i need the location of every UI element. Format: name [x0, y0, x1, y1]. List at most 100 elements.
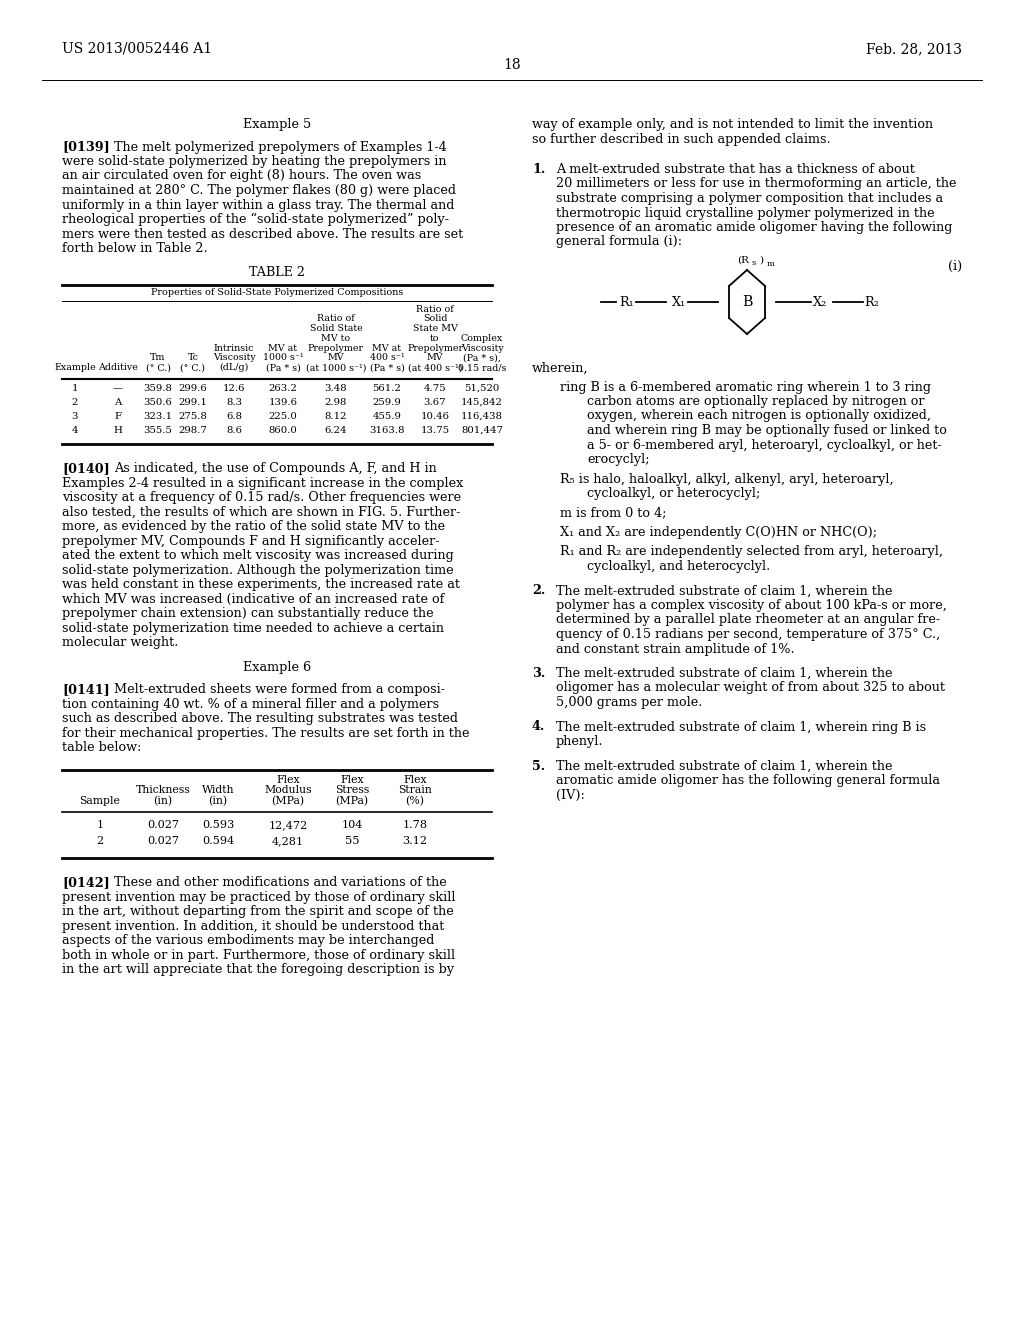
Text: 139.6: 139.6: [268, 399, 298, 407]
Text: Additive: Additive: [98, 363, 138, 372]
Text: aromatic amide oligomer has the following general formula: aromatic amide oligomer has the followin…: [556, 774, 940, 787]
Text: 6.8: 6.8: [226, 412, 242, 421]
Text: mers were then tested as described above. The results are set: mers were then tested as described above…: [62, 227, 463, 240]
Text: Thickness: Thickness: [135, 785, 190, 795]
Text: Width: Width: [202, 785, 234, 795]
Text: MV to: MV to: [322, 334, 350, 343]
Text: 298.7: 298.7: [178, 426, 208, 436]
Text: A melt-extruded substrate that has a thickness of about: A melt-extruded substrate that has a thi…: [556, 162, 914, 176]
Text: viscosity at a frequency of 0.15 rad/s. Other frequencies were: viscosity at a frequency of 0.15 rad/s. …: [62, 491, 461, 504]
Text: maintained at 280° C. The polymer flakes (80 g) were placed: maintained at 280° C. The polymer flakes…: [62, 183, 456, 197]
Text: (Pa * s): (Pa * s): [370, 363, 404, 372]
Text: uniformly in a thin layer within a glass tray. The thermal and: uniformly in a thin layer within a glass…: [62, 198, 455, 211]
Text: 455.9: 455.9: [373, 412, 401, 421]
Text: 1: 1: [72, 384, 78, 393]
Text: 0.593: 0.593: [202, 820, 234, 830]
Text: for their mechanical properties. The results are set forth in the: for their mechanical properties. The res…: [62, 726, 469, 739]
Text: MV at: MV at: [373, 343, 401, 352]
Text: (i): (i): [948, 260, 962, 273]
Text: such as described above. The resulting substrates was tested: such as described above. The resulting s…: [62, 711, 458, 725]
Text: Examples 2-4 resulted in a significant increase in the complex: Examples 2-4 resulted in a significant i…: [62, 477, 464, 490]
Text: polymer has a complex viscosity of about 100 kPa-s or more,: polymer has a complex viscosity of about…: [556, 599, 947, 612]
Text: and constant strain amplitude of 1%.: and constant strain amplitude of 1%.: [556, 643, 795, 656]
Text: in the art, without departing from the spirit and scope of the: in the art, without departing from the s…: [62, 906, 454, 919]
Text: 18: 18: [503, 58, 521, 73]
Text: 13.75: 13.75: [421, 426, 450, 436]
Text: 355.5: 355.5: [143, 426, 172, 436]
Text: Stress: Stress: [335, 785, 369, 795]
Text: Modulus: Modulus: [264, 785, 312, 795]
Text: 801,447: 801,447: [461, 426, 503, 436]
Text: The melt-extruded substrate of claim 1, wherein the: The melt-extruded substrate of claim 1, …: [556, 585, 893, 598]
Text: wherein,: wherein,: [532, 362, 589, 375]
Text: 3.67: 3.67: [424, 399, 446, 407]
Text: (° C.): (° C.): [180, 363, 206, 372]
Text: The melt-extruded substrate of claim 1, wherein ring B is: The melt-extruded substrate of claim 1, …: [556, 721, 926, 734]
Text: X₁: X₁: [672, 296, 686, 309]
Text: 3.: 3.: [532, 667, 545, 680]
Text: to: to: [430, 334, 439, 343]
Text: a 5- or 6-membered aryl, heteroaryl, cycloalkyl, or het-: a 5- or 6-membered aryl, heteroaryl, cyc…: [587, 438, 942, 451]
Text: Strain: Strain: [398, 785, 432, 795]
Text: (in): (in): [209, 796, 227, 807]
Text: (Pa * s),: (Pa * s),: [463, 354, 501, 363]
Text: [0141]: [0141]: [62, 684, 110, 696]
Text: 8.3: 8.3: [226, 399, 242, 407]
Text: R₁: R₁: [620, 296, 634, 309]
Text: 2: 2: [96, 836, 103, 846]
Text: and wherein ring B may be optionally fused or linked to: and wherein ring B may be optionally fus…: [587, 424, 947, 437]
Text: Tc: Tc: [187, 354, 199, 363]
Text: table below:: table below:: [62, 741, 141, 754]
Text: The melt-extruded substrate of claim 1, wherein the: The melt-extruded substrate of claim 1, …: [556, 759, 893, 772]
Text: 2.98: 2.98: [325, 399, 347, 407]
Text: Sample: Sample: [80, 796, 121, 805]
Text: 561.2: 561.2: [373, 384, 401, 393]
Text: 1.: 1.: [532, 162, 545, 176]
Text: in the art will appreciate that the foregoing description is by: in the art will appreciate that the fore…: [62, 964, 454, 975]
Text: general formula (i):: general formula (i):: [556, 235, 682, 248]
Text: 3.12: 3.12: [402, 836, 427, 846]
Text: 323.1: 323.1: [143, 412, 173, 421]
Text: US 2013/0052446 A1: US 2013/0052446 A1: [62, 42, 212, 55]
Text: (%): (%): [406, 796, 425, 807]
Text: (° C.): (° C.): [145, 363, 171, 372]
Text: 4.: 4.: [532, 721, 545, 734]
Text: B: B: [741, 294, 753, 309]
Text: 263.2: 263.2: [268, 384, 297, 393]
Text: both in whole or in part. Furthermore, those of ordinary skill: both in whole or in part. Furthermore, t…: [62, 949, 455, 961]
Text: 116,438: 116,438: [461, 412, 503, 421]
Text: prepolymer MV, Compounds F and H significantly acceler-: prepolymer MV, Compounds F and H signifi…: [62, 535, 439, 548]
Text: 2: 2: [72, 399, 78, 407]
Text: 145,842: 145,842: [461, 399, 503, 407]
Text: presence of an aromatic amide oligomer having the following: presence of an aromatic amide oligomer h…: [556, 220, 952, 234]
Text: 5.: 5.: [532, 759, 545, 772]
Text: Feb. 28, 2013: Feb. 28, 2013: [866, 42, 962, 55]
Text: MV: MV: [328, 354, 344, 363]
Text: Flex: Flex: [276, 775, 300, 784]
Text: thermotropic liquid crystalline polymer polymerized in the: thermotropic liquid crystalline polymer …: [556, 206, 935, 219]
Text: (at 400 s⁻¹): (at 400 s⁻¹): [408, 363, 462, 372]
Text: Example: Example: [54, 363, 96, 372]
Text: The melt-extruded substrate of claim 1, wherein the: The melt-extruded substrate of claim 1, …: [556, 667, 893, 680]
Text: ): ): [759, 256, 763, 265]
Text: Prepolymer: Prepolymer: [308, 343, 364, 352]
Text: Example 6: Example 6: [243, 660, 311, 673]
Text: TABLE 2: TABLE 2: [249, 267, 305, 280]
Text: which MV was increased (indicative of an increased rate of: which MV was increased (indicative of an…: [62, 593, 444, 606]
Text: m is from 0 to 4;: m is from 0 to 4;: [560, 507, 667, 520]
Text: s: s: [751, 259, 756, 267]
Text: X₁ and X₂ are independently C(O)HN or NHC(O);: X₁ and X₂ are independently C(O)HN or NH…: [560, 525, 877, 539]
Text: quency of 0.15 radians per second, temperature of 375° C.,: quency of 0.15 radians per second, tempe…: [556, 628, 940, 642]
Text: erocyclyl;: erocyclyl;: [587, 453, 649, 466]
Text: solid-state polymerization. Although the polymerization time: solid-state polymerization. Although the…: [62, 564, 454, 577]
Text: 0.027: 0.027: [146, 820, 179, 830]
Text: 1000 s⁻¹: 1000 s⁻¹: [263, 354, 303, 363]
Text: aspects of the various embodiments may be interchanged: aspects of the various embodiments may b…: [62, 935, 434, 948]
Text: cycloalkyl, or heterocyclyl;: cycloalkyl, or heterocyclyl;: [587, 487, 760, 500]
Text: 12,472: 12,472: [268, 820, 307, 830]
Text: (MPa): (MPa): [271, 796, 304, 807]
Text: 860.0: 860.0: [268, 426, 297, 436]
Text: tion containing 40 wt. % of a mineral filler and a polymers: tion containing 40 wt. % of a mineral fi…: [62, 697, 439, 710]
Text: so further described in such appended claims.: so further described in such appended cl…: [532, 132, 830, 145]
Text: Flex: Flex: [403, 775, 427, 784]
